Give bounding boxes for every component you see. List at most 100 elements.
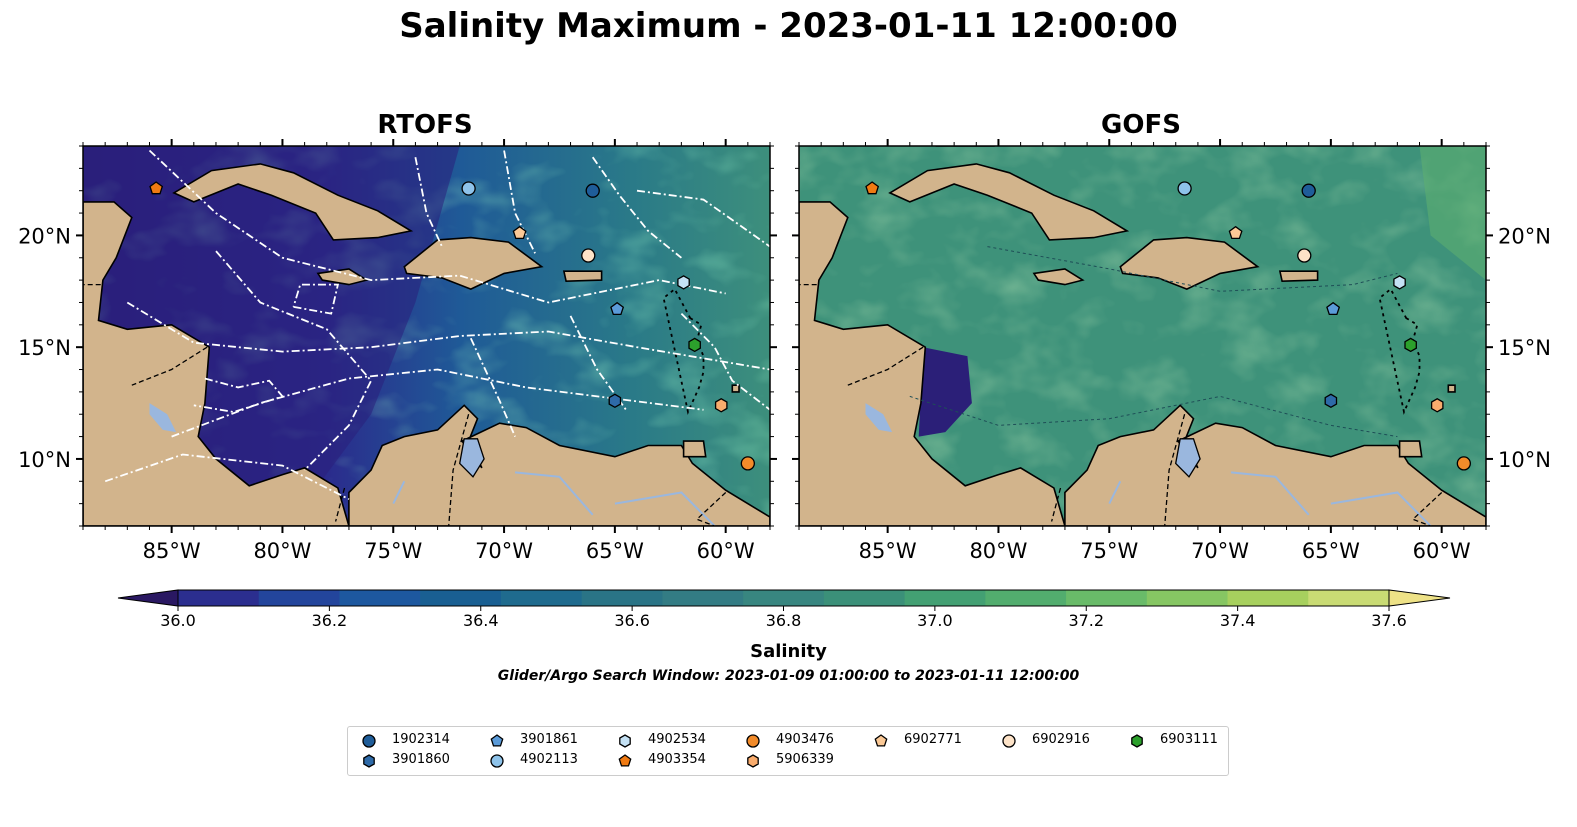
map-frame [798,145,1487,527]
colorbar-bin [1308,590,1390,606]
country-border [334,487,346,522]
float-marker-4902534 [677,275,690,290]
lon-tick-label: 85°W [859,539,917,563]
legend-label: 4903476 [776,732,834,747]
lat-tick-label: 15°N [1498,336,1551,360]
legend-marker [747,754,759,768]
lake-nicaragua [149,403,177,433]
legend-marker [363,754,375,768]
colorbar-tick-label: 37.0 [917,611,953,630]
country-border [1411,492,1443,526]
float-marker-6902916 [581,248,596,263]
legend-marker [874,734,888,747]
shelf-low-salinity [918,347,972,437]
float-marker-5906339 [714,398,728,413]
land-jamaica [316,268,369,286]
float-legend: 1902314 3901860 3901861 4902113 4902534 49033… [347,726,1229,776]
colorbar-tick-label: 36.8 [766,611,802,630]
boundary-line [126,301,770,371]
lon-tick-label: 60°W [697,539,755,563]
colorbar-extend-min [117,589,179,607]
colorbar-bin [743,590,825,606]
colorbar-tick-label: 36.4 [463,611,499,630]
country-border [847,346,924,386]
lon-tick-label: 80°W [253,539,311,563]
float-marker-3901860 [1324,393,1338,409]
circle-marker-icon [746,734,760,748]
colorbar-bin [258,590,340,606]
river [1231,471,1310,516]
float-marker-3901861 [610,301,625,316]
colorbar-bin [904,590,986,606]
legend-marker [1131,734,1143,748]
float-marker-4902534 [1393,275,1406,290]
panel-title-gofs: GOFS [1101,110,1181,140]
river [515,471,594,516]
colorbar-bin [1066,590,1148,606]
land-central [799,201,1066,526]
country-border [131,346,208,386]
depth-contour [909,395,1398,438]
lake-maracaibo [1174,438,1201,478]
legend-label: 4903354 [648,752,706,767]
float-marker-4903354 [865,181,880,195]
boundary-line [215,250,373,471]
lat-tick-label: 20°N [1498,224,1551,248]
hexagon-marker-icon [747,754,759,768]
country-border [1164,414,1186,526]
land-hispaniola [403,236,544,290]
legend-label: 4902534 [648,732,706,747]
gofs-map-panel: 85°W 80°W 75°W 70°W 65°W 60°W 20°N 15°N 10°N [792,139,1551,563]
hexagon-marker-icon [363,754,375,768]
boundary-line [193,377,285,413]
float-marker-6903111 [688,337,701,353]
map-frame [82,145,771,527]
pentagon-marker-icon [874,734,888,747]
lat-tick-label: 10°N [1498,448,1551,472]
legend-label: 4902113 [520,752,578,767]
lon-tick-label: 75°W [364,539,422,563]
pentagon-marker-icon [618,754,632,767]
lon-tick-label: 75°W [1080,539,1138,563]
hexagon-marker-icon [1131,734,1143,748]
colorbar-bin [581,590,663,606]
river [392,480,406,505]
colorbar: 36.0 36.2 36.4 36.6 36.8 37.0 37.2 37.4 37.6 [117,589,1451,630]
lake-nicaragua [865,403,893,433]
float-marker-3901861 [1326,301,1341,316]
float-marker-3901860 [608,393,622,409]
land-jamaica [1032,268,1085,286]
boundary-line [414,157,443,247]
colorbar-bin [662,590,744,606]
legend-marker [618,754,632,767]
boundary-line [469,337,516,437]
lat-tick-label: 15°N [18,336,71,360]
lon-tick-label: 60°W [1413,539,1471,563]
country-border [448,414,470,526]
legend-label: 3901861 [520,732,578,747]
land-hispaniola [1119,236,1260,290]
colorbar-bin [1146,590,1229,606]
colorbar-bin [985,590,1067,606]
land-cuba [888,163,1130,241]
country-border [695,492,727,526]
lat-tick-label: 20°N [18,224,71,248]
colorbar-label: Salinity [750,641,827,662]
colorbar-tick-label: 37.2 [1068,611,1104,630]
boundary-line [292,283,340,315]
colorbar-bin [178,590,260,606]
boundary-line [148,149,726,304]
float-marker-4903476 [1456,456,1471,471]
float-marker-1902314 [1301,183,1316,198]
legend-label: 1902314 [392,732,450,747]
panel-title-rtofs: RTOFS [377,110,473,140]
float-marker-4902113 [1177,181,1192,196]
circle-marker-icon [362,734,376,748]
lon-tick-label: 70°W [1191,539,1249,563]
figure-title: Salinity Maximum - 2023-01-11 12:00:00 [399,6,1178,46]
legend-marker [746,734,760,748]
lat-tick-label: 10°N [18,448,71,472]
lesser-antilles [1378,287,1421,415]
high-salinity-region [1419,146,1486,281]
